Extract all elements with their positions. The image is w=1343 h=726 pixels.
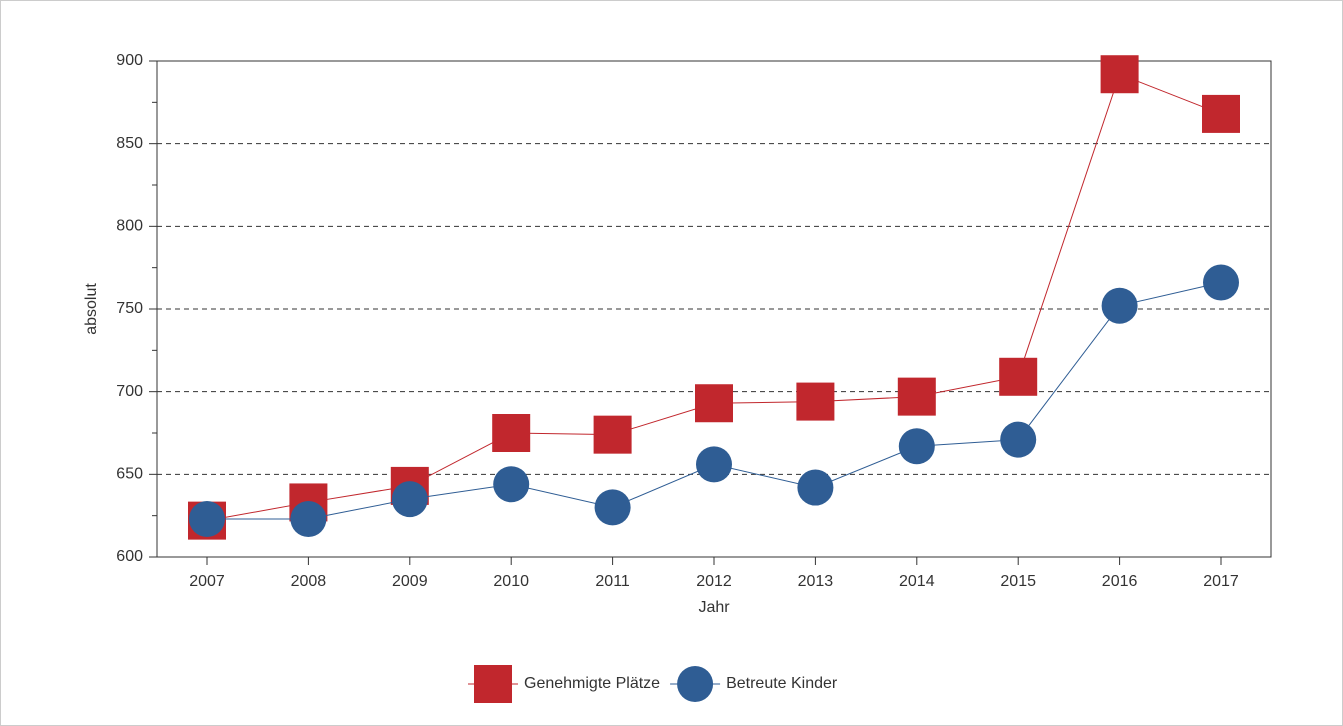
x-tick-label: 2014 xyxy=(899,573,935,590)
marker xyxy=(1202,94,1240,133)
x-tick-label: 2016 xyxy=(1102,573,1138,590)
legend-marker xyxy=(677,666,714,702)
marker xyxy=(898,428,935,465)
marker xyxy=(796,382,835,421)
y-tick-label: 700 xyxy=(116,383,143,400)
y-tick-label: 800 xyxy=(116,218,143,235)
y-tick-label: 850 xyxy=(116,135,143,152)
marker xyxy=(492,414,531,452)
x-tick-label: 2015 xyxy=(1000,573,1036,590)
y-tick-label: 750 xyxy=(116,300,143,317)
y-axis-label: absolut xyxy=(83,283,100,335)
marker xyxy=(1100,55,1139,94)
marker xyxy=(696,446,732,483)
legend-marker xyxy=(474,665,512,703)
x-tick-label: 2012 xyxy=(696,573,732,590)
marker xyxy=(999,357,1038,396)
legend-label: Betreute Kinder xyxy=(726,675,838,692)
marker xyxy=(290,500,327,537)
marker xyxy=(1101,287,1138,324)
marker xyxy=(1000,421,1037,458)
marker xyxy=(797,469,834,506)
marker xyxy=(695,384,733,423)
x-tick-label: 2017 xyxy=(1203,573,1239,590)
x-tick-label: 2008 xyxy=(291,573,327,590)
marker xyxy=(897,377,936,416)
x-axis-label: Jahr xyxy=(698,599,730,616)
x-tick-label: 2011 xyxy=(595,573,630,590)
marker xyxy=(493,466,530,503)
x-tick-label: 2007 xyxy=(189,573,225,590)
y-tick-label: 600 xyxy=(116,548,143,565)
x-tick-label: 2013 xyxy=(798,573,834,590)
x-tick-label: 2009 xyxy=(392,573,428,590)
marker xyxy=(1203,264,1239,301)
marker xyxy=(391,481,428,518)
marker xyxy=(189,500,225,537)
y-tick-label: 900 xyxy=(116,52,143,69)
marker xyxy=(594,489,631,526)
y-tick-label: 650 xyxy=(116,466,143,483)
x-tick-label: 2010 xyxy=(493,573,529,590)
legend-label: Genehmigte Plätze xyxy=(524,675,660,692)
marker xyxy=(593,415,632,454)
